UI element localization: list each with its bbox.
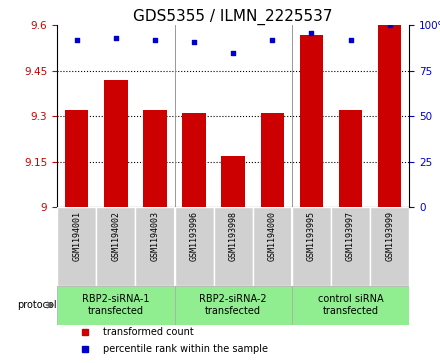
- Text: GSM1193995: GSM1193995: [307, 211, 316, 261]
- Bar: [57, 286, 175, 325]
- Point: [347, 37, 354, 43]
- Title: GDS5355 / ILMN_2225537: GDS5355 / ILMN_2225537: [133, 9, 333, 25]
- Bar: [331, 208, 370, 286]
- Point: [269, 37, 276, 43]
- Bar: [221, 156, 245, 208]
- Point: [112, 35, 119, 41]
- Text: GSM1193999: GSM1193999: [385, 211, 394, 261]
- Bar: [339, 110, 362, 208]
- Point: [73, 37, 80, 43]
- Bar: [253, 208, 292, 286]
- Bar: [136, 208, 175, 286]
- Point: [230, 50, 237, 56]
- Text: percentile rank within the sample: percentile rank within the sample: [103, 344, 268, 355]
- Text: GSM1194000: GSM1194000: [268, 211, 277, 261]
- Text: protocol: protocol: [18, 300, 57, 310]
- Text: GSM1193998: GSM1193998: [229, 211, 238, 261]
- Point: [386, 23, 393, 28]
- Point: [151, 37, 158, 43]
- Text: GSM1194002: GSM1194002: [111, 211, 121, 261]
- Text: transformed count: transformed count: [103, 327, 194, 337]
- Bar: [57, 208, 96, 286]
- Bar: [175, 286, 292, 325]
- Bar: [175, 208, 214, 286]
- Bar: [65, 110, 88, 208]
- Text: GSM1194003: GSM1194003: [150, 211, 159, 261]
- Bar: [214, 208, 253, 286]
- Bar: [182, 113, 206, 208]
- Bar: [143, 110, 167, 208]
- Bar: [96, 208, 136, 286]
- Bar: [292, 286, 409, 325]
- Point: [191, 39, 198, 45]
- Bar: [300, 34, 323, 208]
- Bar: [104, 80, 128, 208]
- Bar: [370, 208, 409, 286]
- Text: RBP2-siRNA-2
transfected: RBP2-siRNA-2 transfected: [199, 294, 267, 316]
- Bar: [260, 113, 284, 208]
- Bar: [292, 208, 331, 286]
- Text: GSM1194001: GSM1194001: [72, 211, 81, 261]
- Point: [308, 30, 315, 36]
- Text: GSM1193997: GSM1193997: [346, 211, 355, 261]
- Text: control siRNA
transfected: control siRNA transfected: [318, 294, 383, 316]
- Bar: [378, 25, 401, 208]
- Text: RBP2-siRNA-1
transfected: RBP2-siRNA-1 transfected: [82, 294, 150, 316]
- Text: GSM1193996: GSM1193996: [190, 211, 198, 261]
